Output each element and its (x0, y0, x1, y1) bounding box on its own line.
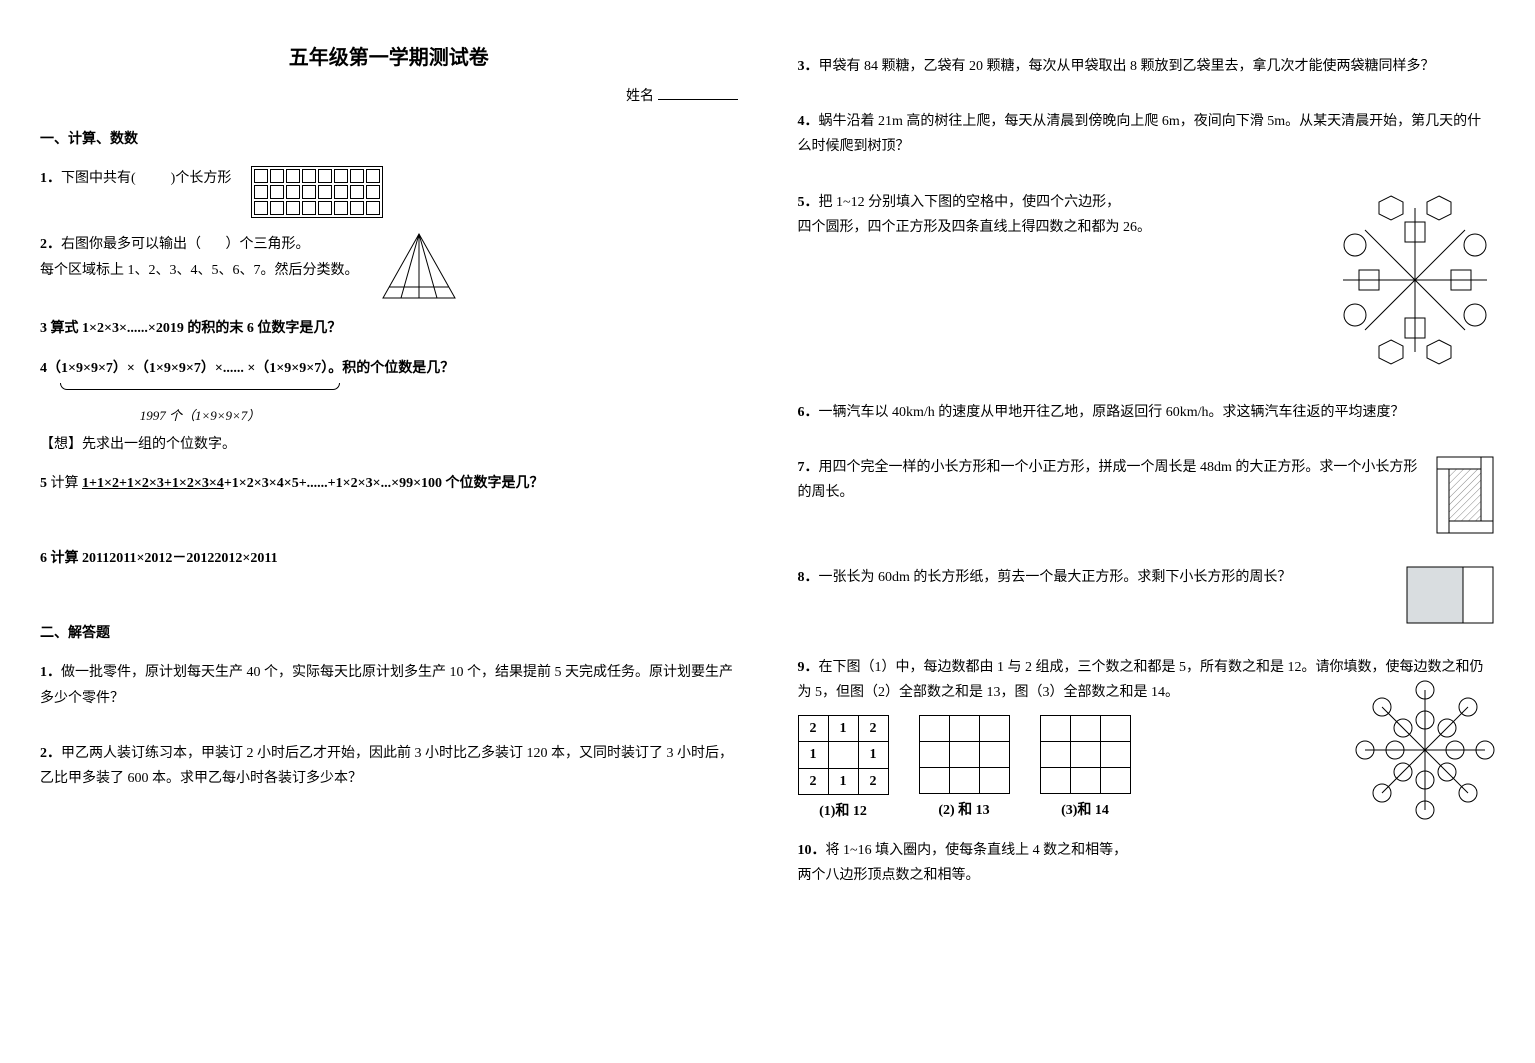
triangle-figure (379, 232, 459, 302)
q-r7: 7．用四个完全一样的小长方形和一个小正方形，拼成一个周长是 48dm 的大正方形… (798, 455, 1496, 535)
table-3-cap: (3)和 14 (1040, 798, 1131, 823)
q-a2: 2．右图你最多可以输出（ ）个三角形。 每个区域标上 1、2、3、4、5、6、7… (40, 232, 738, 302)
section-b-head: 二、解答题 (40, 621, 738, 646)
rect-grid (251, 166, 383, 218)
q-a4: 4（1×9×9×7）×（1×9×9×7）×...... ×（1×9×9×7）。积… (40, 356, 738, 457)
q-b1: 1．做一批零件，原计划每天生产 40 个，实际每天比原计划多生产 10 个，结果… (40, 660, 738, 710)
curly-brace (60, 383, 340, 397)
table-2-wrap: (2) 和 13 (919, 715, 1010, 823)
q-a2-text: 2．右图你最多可以输出（ ）个三角形。 每个区域标上 1、2、3、4、5、6、7… (40, 232, 359, 282)
q-a6: 6 计算 20112011×2012－20122012×2011 (40, 546, 738, 571)
brace-label: 1997 个（1×9×9×7） (40, 404, 360, 427)
tables-row: 212 11 212 (1)和 12 (2) 和 13 (798, 715, 1346, 824)
q-a3: 3 算式 1×2×3×......×2019 的积的末 6 位数字是几？ (40, 316, 738, 341)
q-r10: 10．将 1~16 填入圈内，使每条直线上 4 数之和相等， 两个八边形顶点数之… (798, 838, 1496, 888)
q-a1-text: 1．下图中共有( )个长方形 (40, 166, 231, 191)
rect-puzzle-figure (1435, 455, 1495, 535)
name-label: 姓名 (626, 89, 654, 104)
left-page: 五年级第一学期测试卷 姓名 一、计算、数数 1．下图中共有( )个长方形 2．右… (40, 40, 738, 888)
q-r9: 9．在下图（1）中，每边数都由 1 与 2 组成，三个数之和都是 5，所有数之和… (798, 655, 1496, 824)
q-r4: 4．蜗牛沿着 21m 高的树往上爬，每天从清晨到傍晚向上爬 6m，夜间向下滑 5… (798, 109, 1496, 159)
right-page: 3．甲袋有 84 颗糖，乙袋有 20 颗糖，每次从甲袋取出 8 颗放到乙袋里去，… (798, 40, 1496, 888)
table-2-cap: (2) 和 13 (919, 798, 1010, 823)
table-1-wrap: 212 11 212 (1)和 12 (798, 715, 889, 824)
section-a-head: 一、计算、数数 (40, 127, 738, 152)
q-r6: 6．一辆汽车以 40km/h 的速度从甲地开往乙地，原路返回行 60km/h。求… (798, 400, 1496, 425)
doc-title: 五年级第一学期测试卷 (40, 40, 738, 76)
q-r8: 8．一张长为 60dm 的长方形纸，剪去一个最大正方形。求剩下小长方形的周长？ (798, 565, 1496, 625)
q-a5: 5 计算 1+1×2+1×2×3+1×2×3×4+1×2×3×4×5+.....… (40, 471, 738, 496)
q-a1: 1．下图中共有( )个长方形 (40, 166, 738, 218)
table-1-cap: (1)和 12 (798, 799, 889, 824)
table-3-wrap: (3)和 14 (1040, 715, 1131, 823)
name-line: 姓名 (40, 84, 738, 109)
q-b2: 2．甲乙两人装订练习本，甲装订 2 小时后乙才开始，因此前 3 小时比乙多装订 … (40, 741, 738, 791)
name-blank (658, 99, 738, 100)
paper-figure (1405, 565, 1495, 625)
brace-row (60, 383, 738, 405)
table-2 (919, 715, 1010, 794)
q-a4-hint: 【想】先求出一组的个位数字。 (40, 432, 738, 457)
q-r3: 3．甲袋有 84 颗糖，乙袋有 20 颗糖，每次从甲袋取出 8 颗放到乙袋里去，… (798, 54, 1496, 79)
rhombus-figure (1335, 190, 1495, 370)
table-3 (1040, 715, 1131, 794)
double-octagon-figure (1355, 680, 1495, 820)
table-1: 212 11 212 (798, 715, 889, 795)
q-r5: 5．把 1~12 分别填入下图的空格中，使四个六边形， 四个圆形，四个正方形及四… (798, 190, 1496, 370)
